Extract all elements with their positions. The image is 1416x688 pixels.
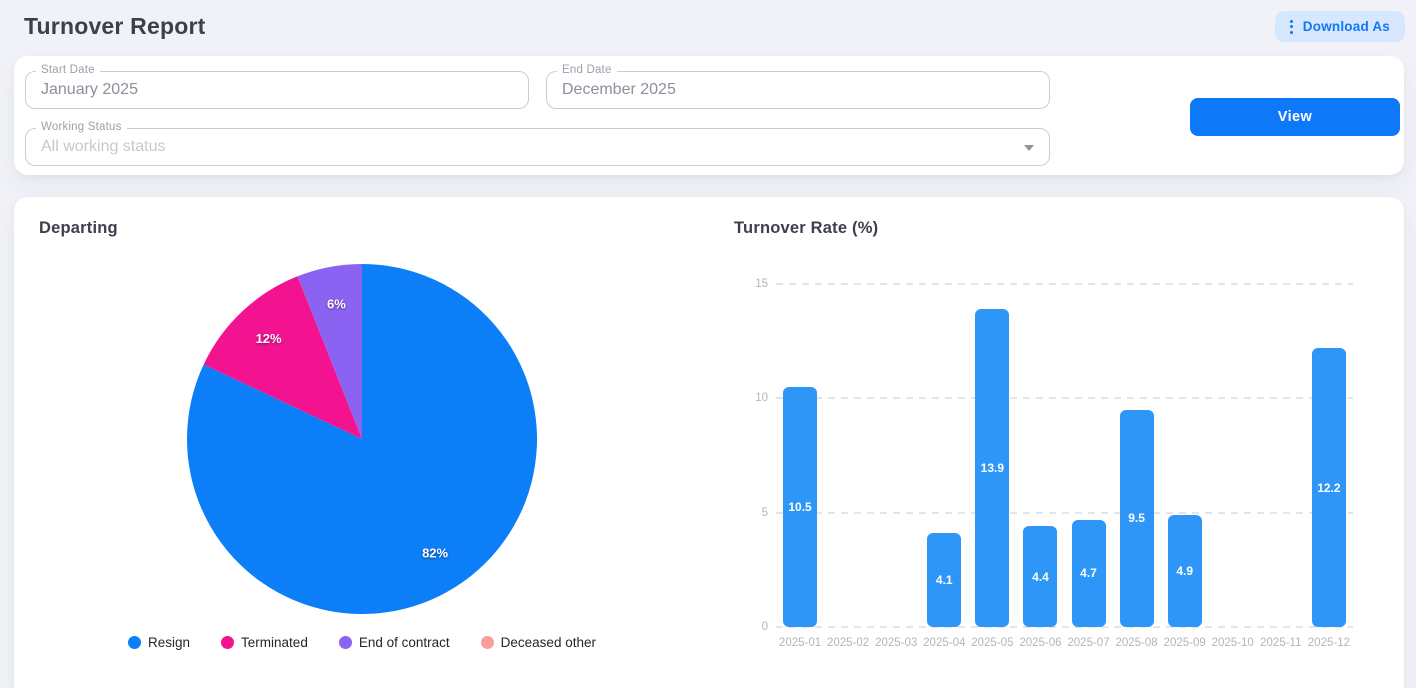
y-tick-label: 0 (761, 621, 768, 633)
x-tick-label: 2025-01 (778, 637, 822, 649)
bar-slot: 4.1 (920, 284, 968, 627)
bar-slot: 9.5 (1113, 284, 1161, 627)
page-title: Turnover Report (24, 13, 206, 39)
legend-item-resign[interactable]: Resign (128, 635, 190, 650)
x-tick-label: 2025-02 (827, 637, 870, 649)
bar-plot: 10.5 4.1 13.9 4.4 4.7 9.5 4.9 12.2 2025-01 2025-… (755, 278, 1353, 649)
bar-2025-07[interactable]: 4.7 (1071, 519, 1106, 627)
bar-slot (1257, 284, 1305, 627)
bar-value-label: 4.1 (935, 573, 953, 588)
bar-slot: 4.9 (1161, 284, 1209, 627)
bar-slot: 13.9 (968, 284, 1016, 627)
legend-item-terminated[interactable]: Terminated (221, 635, 308, 650)
bar-slot (872, 284, 920, 627)
gridline (776, 626, 1353, 628)
bar-2025-08[interactable]: 9.5 (1119, 409, 1154, 627)
pie-slice-resign[interactable] (187, 264, 538, 614)
x-tick-label: 2025-04 (923, 637, 966, 649)
start-date-label: Start Date (36, 64, 100, 76)
start-date-input[interactable] (26, 72, 528, 108)
working-status-field[interactable]: Working Status (25, 121, 1050, 166)
pie-data-label: 82% (422, 546, 448, 561)
download-as-label: Download As (1302, 19, 1390, 34)
working-status-label: Working Status (36, 121, 127, 133)
charts-card: Departing 82% 12% 6% Resign Terminated End o… (14, 197, 1404, 688)
legend-dot (221, 636, 235, 649)
bar-value-label: 4.4 (1032, 569, 1049, 584)
kebab-menu-icon (1289, 19, 1293, 34)
bar-2025-09[interactable]: 4.9 (1167, 514, 1202, 627)
bar-value-label: 4.7 (1080, 566, 1097, 581)
bar-slot (1209, 284, 1257, 627)
bar-x-axis: 2025-01 2025-02 2025-03 2025-04 2025-05 2025-… (776, 637, 1353, 649)
header: Turnover Report Download As (0, 0, 1416, 52)
bar-2025-04[interactable]: 4.1 (927, 533, 962, 627)
bar-value-label: 10.5 (788, 499, 812, 514)
y-tick-label: 5 (761, 506, 768, 519)
gridline (776, 397, 1353, 400)
pie-slice-terminated[interactable] (203, 276, 362, 439)
gridline (776, 283, 1353, 285)
y-tick-label: 15 (755, 278, 768, 290)
legend-item-end-of-contract[interactable]: End of contract (338, 635, 450, 650)
x-tick-label: 2025-05 (971, 637, 1014, 649)
x-tick-label: 2025-08 (1115, 637, 1158, 649)
pie-data-label: 6% (327, 296, 346, 311)
legend-item-deceased-other[interactable]: Deceased other (480, 635, 596, 650)
download-as-button[interactable]: Download As (1274, 11, 1405, 42)
x-tick-label: 2025-06 (1019, 637, 1062, 649)
x-tick-label: 2025-07 (1067, 637, 1110, 649)
bar-slot (824, 284, 872, 627)
end-date-label: End Date (557, 64, 617, 76)
legend-label: Resign (148, 635, 191, 650)
filter-fields: Start Date End Date Working Status (25, 64, 1063, 166)
chevron-down-icon[interactable] (1024, 145, 1034, 151)
bar-value-label: 12.2 (1317, 480, 1341, 495)
bar-slots: 10.5 4.1 13.9 4.4 4.7 9.5 4.9 12.2 (776, 284, 1353, 627)
legend-dot (128, 636, 142, 649)
legend-label: End of contract (358, 635, 450, 650)
x-tick-label: 2025-03 (875, 637, 918, 649)
legend-label: Terminated (241, 635, 308, 650)
bar-2025-05[interactable]: 13.9 (975, 309, 1010, 627)
bar-value-label: 13.9 (980, 461, 1005, 476)
bar-value-label: 4.9 (1176, 563, 1193, 578)
departing-chart-section: Departing 82% 12% 6% Resign Terminated End o… (14, 197, 709, 688)
bar-slot: 12.2 (1305, 284, 1353, 627)
pie-data-label: 12% (256, 331, 282, 346)
bar-2025-06[interactable]: 4.4 (1023, 526, 1058, 627)
legend-label: Deceased other (500, 635, 596, 650)
bar-value-label: 9.5 (1128, 511, 1145, 526)
view-button[interactable]: View (1190, 98, 1400, 136)
pie-slice-end-of-contract[interactable] (297, 264, 362, 439)
y-tick-label: 10 (755, 392, 768, 405)
end-date-input[interactable] (547, 72, 1049, 108)
filter-card: Start Date End Date Working Status View (14, 56, 1404, 175)
start-date-field[interactable]: Start Date (25, 64, 529, 109)
pie-legend: Resign Terminated End of contract Deceased … (39, 635, 685, 650)
gridline (776, 511, 1353, 514)
bar-slot: 4.4 (1016, 284, 1064, 627)
bar-2025-12[interactable]: 12.2 (1311, 348, 1346, 627)
bar-slot: 10.5 (776, 284, 824, 627)
bar-slot: 4.7 (1064, 284, 1112, 627)
turnover-rate-chart-title: Turnover Rate (%) (734, 219, 879, 237)
bar-2025-01[interactable]: 10.5 (783, 386, 818, 627)
departing-chart-title: Departing (39, 219, 118, 237)
pie-chart: 82% 12% 6% (187, 264, 538, 614)
working-status-input[interactable] (26, 129, 1049, 165)
x-tick-label: 2025-12 (1307, 637, 1350, 649)
x-tick-label: 2025-10 (1211, 637, 1254, 649)
pie-svg: 82% 12% 6% (187, 264, 538, 614)
legend-dot (480, 636, 494, 649)
legend-dot (338, 636, 352, 649)
end-date-field[interactable]: End Date (546, 64, 1050, 109)
turnover-rate-chart-section: Turnover Rate (%) 10.5 4.1 13.9 4.4 4.7 9.5 4.… (709, 197, 1404, 688)
x-tick-label: 2025-09 (1163, 637, 1206, 649)
x-tick-label: 2025-11 (1260, 637, 1302, 649)
